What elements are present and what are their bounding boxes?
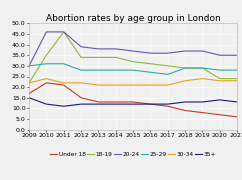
30-34 [62, 82, 65, 84]
Line: 35+: 35+ [29, 98, 237, 106]
Line: 30-34: 30-34 [29, 79, 237, 85]
20-24 [132, 50, 135, 52]
Legend: Under 18, 18-19, 20-24, 25-29, 30-34, 35+: Under 18, 18-19, 20-24, 25-29, 30-34, 35… [50, 152, 216, 157]
35+ [114, 103, 117, 105]
35+ [166, 103, 169, 105]
18-19 [149, 63, 152, 65]
18-19 [132, 60, 135, 63]
Line: Under 18: Under 18 [29, 83, 237, 117]
35+ [80, 103, 83, 105]
20-24 [149, 52, 152, 54]
20-24 [218, 54, 221, 56]
20-24 [201, 50, 204, 52]
25-29 [45, 63, 48, 65]
18-19 [166, 65, 169, 67]
Under 18 [218, 114, 221, 116]
25-29 [62, 63, 65, 65]
25-29 [28, 65, 30, 67]
18-19 [45, 54, 48, 56]
25-29 [201, 67, 204, 69]
30-34 [184, 80, 187, 82]
25-29 [236, 69, 239, 71]
25-29 [132, 69, 135, 71]
Under 18 [201, 112, 204, 114]
25-29 [184, 67, 187, 69]
35+ [132, 103, 135, 105]
20-24 [236, 54, 239, 56]
25-29 [149, 71, 152, 73]
35+ [201, 101, 204, 103]
Under 18 [97, 101, 100, 103]
18-19 [236, 78, 239, 80]
30-34 [28, 82, 30, 84]
35+ [28, 97, 30, 99]
35+ [236, 101, 239, 103]
35+ [149, 103, 152, 105]
35+ [45, 103, 48, 105]
30-34 [80, 82, 83, 84]
18-19 [62, 31, 65, 33]
35+ [97, 103, 100, 105]
35+ [62, 105, 65, 107]
Under 18 [62, 84, 65, 86]
25-29 [218, 69, 221, 71]
20-24 [114, 48, 117, 50]
18-19 [201, 67, 204, 69]
20-24 [166, 52, 169, 54]
Line: 20-24: 20-24 [29, 32, 237, 66]
Title: Abortion rates by age group in London: Abortion rates by age group in London [46, 14, 220, 23]
18-19 [218, 78, 221, 80]
25-29 [80, 69, 83, 71]
Under 18 [132, 101, 135, 103]
25-29 [114, 69, 117, 71]
30-34 [132, 84, 135, 86]
18-19 [184, 67, 187, 69]
18-19 [97, 56, 100, 59]
20-24 [28, 65, 30, 67]
20-24 [45, 31, 48, 33]
20-24 [97, 48, 100, 50]
Under 18 [114, 101, 117, 103]
Under 18 [45, 82, 48, 84]
Under 18 [236, 116, 239, 118]
20-24 [62, 31, 65, 33]
Under 18 [28, 92, 30, 94]
25-29 [166, 73, 169, 75]
30-34 [149, 84, 152, 86]
30-34 [166, 84, 169, 86]
30-34 [201, 78, 204, 80]
Line: 25-29: 25-29 [29, 64, 237, 74]
30-34 [45, 78, 48, 80]
30-34 [97, 84, 100, 86]
30-34 [114, 84, 117, 86]
Under 18 [166, 105, 169, 107]
18-19 [28, 82, 30, 84]
18-19 [114, 56, 117, 59]
35+ [218, 99, 221, 101]
Under 18 [80, 97, 83, 99]
30-34 [236, 80, 239, 82]
30-34 [218, 80, 221, 82]
Under 18 [184, 109, 187, 112]
18-19 [80, 56, 83, 59]
20-24 [80, 46, 83, 48]
20-24 [184, 50, 187, 52]
Line: 18-19: 18-19 [29, 32, 237, 83]
35+ [184, 101, 187, 103]
25-29 [97, 69, 100, 71]
Under 18 [149, 103, 152, 105]
